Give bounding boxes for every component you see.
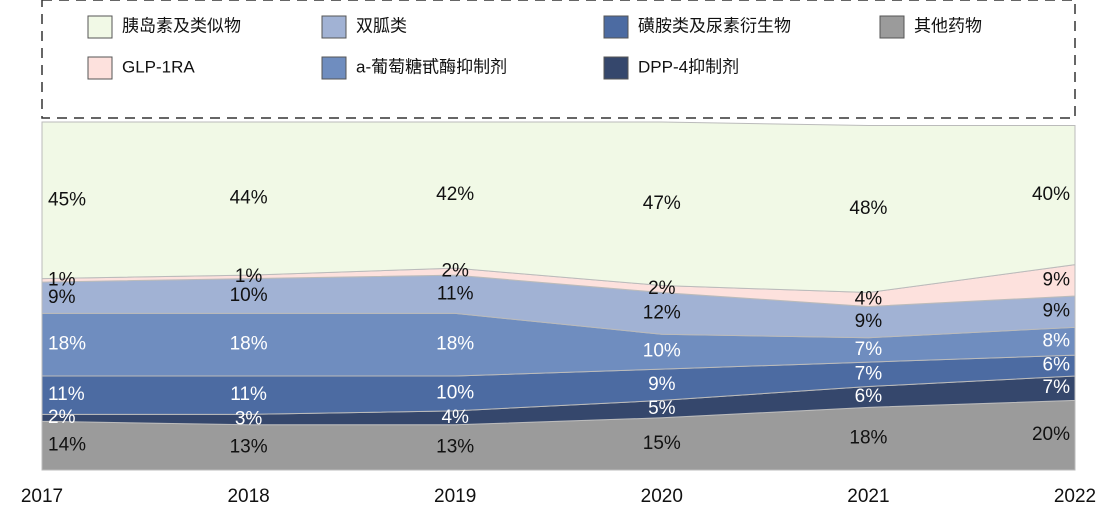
legend-label: DPP-4抑制剂 — [638, 57, 739, 76]
data-label: 48% — [849, 198, 887, 219]
data-label: 6% — [1043, 355, 1071, 376]
data-label: 2% — [48, 407, 76, 428]
legend-swatch — [603, 56, 629, 80]
x-tick-label: 2021 — [847, 486, 889, 507]
legend-label: a-葡萄糖甙酶抑制剂 — [356, 57, 507, 76]
data-label: 42% — [436, 184, 474, 205]
legend-swatch — [87, 56, 113, 80]
data-label: 13% — [436, 436, 474, 457]
data-label: 6% — [855, 386, 883, 407]
data-label: 44% — [230, 188, 268, 209]
legend-swatch — [879, 15, 905, 39]
data-label: 9% — [1043, 269, 1071, 290]
data-label: 18% — [230, 334, 268, 355]
legend-label: 胰岛素及类似物 — [122, 16, 241, 35]
x-tick-label: 2022 — [1054, 486, 1096, 507]
data-label: 18% — [849, 428, 887, 449]
data-label: 18% — [48, 334, 86, 355]
data-label: 13% — [230, 436, 268, 457]
data-label: 12% — [643, 302, 681, 323]
data-label: 2% — [648, 278, 676, 299]
data-label: 11% — [48, 384, 85, 405]
data-label: 4% — [855, 288, 883, 309]
legend-label: 其他药物 — [914, 16, 982, 35]
legend-swatch — [603, 15, 629, 39]
legend-label: 双胍类 — [356, 16, 407, 35]
data-label: 1% — [48, 269, 76, 290]
legend-swatch — [321, 56, 347, 80]
data-label: 9% — [48, 287, 76, 308]
data-label: 10% — [643, 341, 681, 362]
data-label: 3% — [235, 409, 263, 430]
data-label: 9% — [855, 311, 883, 332]
data-label: 1% — [235, 266, 263, 287]
data-label: 11% — [230, 384, 267, 405]
data-label: 4% — [441, 407, 469, 428]
data-label: 15% — [643, 433, 681, 454]
data-label: 7% — [855, 339, 883, 360]
data-label: 2% — [441, 261, 469, 282]
data-label: 10% — [230, 285, 268, 306]
data-label: 5% — [648, 398, 676, 419]
data-label: 47% — [643, 193, 681, 214]
legend-label: 磺胺类及尿素衍生物 — [638, 16, 791, 35]
data-label: 8% — [1043, 330, 1071, 351]
x-tick-label: 2017 — [21, 486, 63, 507]
legend-swatch — [321, 15, 347, 39]
data-label: 40% — [1032, 184, 1070, 205]
data-label: 18% — [436, 334, 474, 355]
data-label: 14% — [48, 435, 86, 456]
data-label: 7% — [1043, 377, 1071, 398]
data-label: 11% — [437, 283, 474, 304]
x-tick-label: 2018 — [227, 486, 269, 507]
legend-box — [41, 0, 1076, 119]
area — [41, 121, 1076, 294]
x-tick-label: 2019 — [434, 486, 476, 507]
legend-swatch — [87, 15, 113, 39]
data-label: 10% — [436, 382, 474, 403]
data-label: 9% — [648, 374, 676, 395]
legend-label: GLP-1RA — [122, 57, 195, 76]
data-label: 45% — [48, 189, 86, 210]
data-label: 9% — [1043, 301, 1071, 322]
x-tick-label: 2020 — [641, 486, 683, 507]
data-label: 7% — [855, 363, 883, 384]
data-label: 20% — [1032, 424, 1070, 445]
